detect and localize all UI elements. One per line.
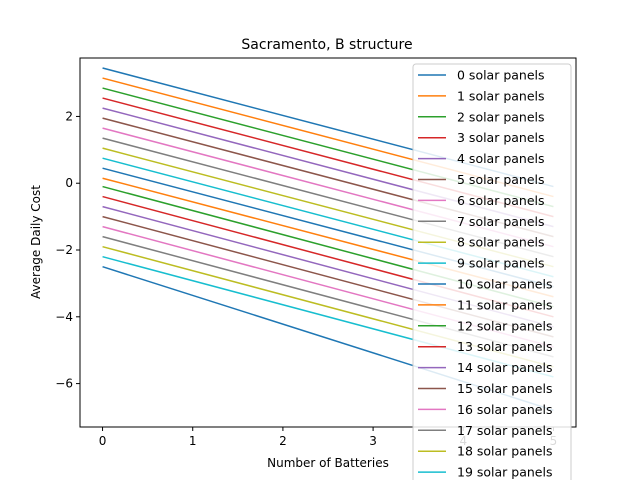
x-tick-label-0: 0	[99, 434, 107, 448]
legend-label-6: 6 solar panels	[457, 193, 545, 208]
legend-label-17: 17 solar panels	[457, 423, 552, 438]
legend-label-7: 7 solar panels	[457, 214, 545, 229]
y-tick-label-3: 0	[65, 176, 73, 190]
x-tick-label-1: 1	[189, 434, 197, 448]
x-tick-label-2: 2	[279, 434, 287, 448]
y-tick-label-0: −6	[55, 377, 73, 391]
legend-label-3: 3 solar panels	[457, 130, 545, 145]
legend-label-9: 9 solar panels	[457, 256, 545, 271]
plot-frame	[79, 57, 577, 428]
legend-label-11: 11 solar panels	[457, 297, 552, 312]
x-axis-label: Number of Batteries	[267, 456, 389, 470]
legend-label-2: 2 solar panels	[457, 109, 545, 124]
y-tick-label-2: −2	[55, 243, 73, 257]
legend-label-0: 0 solar panels	[457, 68, 545, 83]
legend-label-13: 13 solar panels	[457, 339, 552, 354]
y-tick-label-1: −4	[55, 310, 73, 324]
y-axis: −6 −4 −2 0 2	[55, 109, 80, 391]
legend-items: 0 solar panels 1 solar panels 2 solar pane…	[418, 68, 552, 480]
y-tick-label-4: 2	[65, 109, 73, 123]
legend-box	[412, 63, 572, 480]
legend-label-16: 16 solar panels	[457, 402, 552, 417]
legend: 0 solar panels 1 solar panels 2 solar pane…	[412, 63, 572, 480]
legend-label-15: 15 solar panels	[457, 381, 552, 396]
legend-label-1: 1 solar panels	[457, 88, 545, 103]
legend-label-19: 19 solar panels	[457, 465, 552, 480]
legend-label-8: 8 solar panels	[457, 235, 545, 250]
legend-label-14: 14 solar panels	[457, 360, 552, 375]
legend-label-18: 18 solar panels	[457, 444, 552, 459]
legend-label-12: 12 solar panels	[457, 318, 552, 333]
chart-title: Sacramento, B structure	[241, 37, 412, 53]
legend-label-5: 5 solar panels	[457, 172, 545, 187]
legend-label-4: 4 solar panels	[457, 151, 545, 166]
legend-label-10: 10 solar panels	[457, 277, 552, 292]
y-axis-label: Average Daily Cost	[29, 185, 43, 299]
x-tick-label-3: 3	[369, 434, 377, 448]
